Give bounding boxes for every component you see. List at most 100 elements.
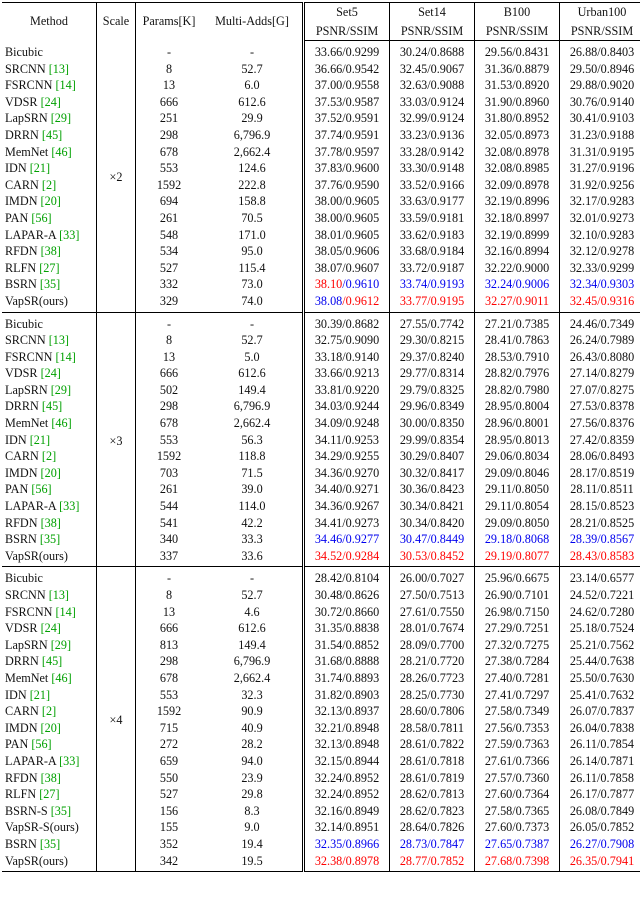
psnr-value: 28.95 [484,432,513,447]
separator: / [342,349,346,364]
method-cell: DRRN [45] [2,398,97,416]
separator: / [597,588,601,602]
citation-link[interactable]: [21] [29,161,51,176]
ssim-value: 0.9267 [345,499,380,514]
method-cell: Bicubic [2,40,97,61]
citation-link[interactable]: [38] [40,515,61,530]
method-name: DRRN [5,654,39,669]
separator: / [342,637,346,652]
citation-link[interactable]: [20] [40,720,61,735]
psnr-value: 32.99 [399,111,428,126]
citation-link[interactable]: [13] [48,588,69,602]
citation-link[interactable]: [13] [48,333,69,348]
psnr-value: 27.61 [399,604,428,619]
citation-link[interactable]: [14] [55,78,76,93]
psnr-ssim-cell: 26.35/0.7941 [559,852,640,872]
psnr-ssim-cell: 37.53/0.9587 [302,93,390,111]
table-row: IMDN [20] 715 40.9 32.21/0.8948 28.58/0.7811… [2,719,640,737]
citation-link[interactable]: [46] [51,144,72,159]
psnr-value: 29.37 [399,349,428,364]
psnr-ssim-cell: 33.52/0.9166 [389,176,475,194]
ssim-value: 0.8378 [600,399,635,414]
citation-link[interactable]: [45] [41,654,63,669]
citation-link[interactable]: [2] [41,449,57,464]
method-name: LAPAR-A [5,499,57,514]
method-cell: LAPAR-A [33] [2,498,97,515]
psnr-value: 26.98 [484,604,513,619]
citation-link[interactable]: [24] [40,94,61,109]
citation-link[interactable]: [20] [40,465,61,480]
citation-link[interactable]: [29] [50,637,72,652]
params-cell: 659 [159,753,179,768]
psnr-ssim-cell: 28.95/0.8004 [474,398,560,416]
citation-link[interactable]: [27] [39,260,60,275]
method-name: IMDN [5,465,38,480]
citation-link[interactable]: [14] [55,604,76,619]
ssim-value: 0.9183 [430,227,465,242]
citation-link[interactable]: [2] [41,177,57,192]
citation-link[interactable]: [56] [31,737,52,752]
citation-link[interactable]: [35] [39,836,61,851]
separator: / [427,588,431,602]
citation-link[interactable]: [2] [41,704,57,719]
multi-adds-cell: 6,796.9 [233,654,271,669]
method-name: FSRCNN [5,349,53,364]
ssim-value: 0.7723 [430,670,465,685]
table-row: BSRN-S [35] 156 8.3 32.16/0.8949 28.62/0.782… [2,802,640,820]
ssim-value: 0.8985 [515,161,550,176]
params-cell: 261 [159,210,179,225]
method-cell: FSRCNN [14] [2,77,97,94]
ssim-value: 0.8978 [345,853,380,868]
citation-link[interactable]: [27] [39,787,60,802]
citation-link[interactable]: [38] [40,770,61,785]
citation-link[interactable]: [46] [51,670,72,685]
separator: / [512,366,516,381]
citation-link[interactable]: [56] [31,482,52,497]
citation-link[interactable]: [33] [59,753,80,768]
citation-link[interactable]: [56] [31,210,52,225]
psnr-ssim-cell: 26.90/0.7101 [474,587,560,604]
method-name: VDSR [5,621,38,636]
psnr-value: 31.27 [569,161,598,176]
psnr-ssim-cell: 34.46/0.9277 [302,531,390,548]
citation-link[interactable]: [46] [51,416,72,431]
psnr-ssim-cell: 29.50/0.8946 [559,60,640,78]
psnr-ssim-cell: 32.12/0.9278 [559,243,640,260]
citation-link[interactable]: [29] [50,382,72,397]
psnr-value: 32.14 [314,820,343,835]
psnr-value: 29.96 [399,399,428,414]
citation-link[interactable]: [14] [55,349,76,364]
citation-link[interactable]: [24] [40,366,61,381]
citation-link[interactable]: [35] [39,532,61,547]
psnr-ssim-cell: 33.62/0.9183 [389,226,475,244]
ssim-value: 0.9590 [345,177,380,192]
citation-link[interactable]: [35] [50,803,72,818]
ssim-value: 0.8978 [515,177,550,192]
citation-link[interactable]: [33] [59,499,80,514]
separator: / [597,753,601,768]
method-name: LapSRN [5,382,48,397]
citation-link[interactable]: [45] [41,399,63,414]
separator: / [427,161,431,176]
citation-link[interactable]: [38] [40,244,61,259]
citation-link[interactable]: [24] [40,621,61,636]
ssim-value: 0.9188 [600,127,635,142]
citation-link[interactable]: [21] [29,687,51,702]
ssim-value: 0.7150 [515,604,550,619]
citation-link[interactable]: [29] [50,111,72,126]
psnr-value: 32.75 [314,333,343,348]
method-name: DRRN [5,399,39,414]
citation-link[interactable]: [20] [40,194,61,209]
params-cell: 261 [159,482,179,497]
psnr-value: 34.03 [314,399,343,414]
citation-link[interactable]: [33] [59,227,80,242]
separator: / [597,349,601,364]
psnr-ssim-cell: 29.11/0.8050 [474,481,560,499]
citation-link[interactable]: [35] [39,277,61,292]
separator: / [512,260,516,275]
citation-link[interactable]: [45] [41,127,63,142]
separator: / [597,465,601,480]
psnr-ssim-cell: 34.36/0.9270 [302,464,390,482]
citation-link[interactable]: [21] [29,432,51,447]
citation-link[interactable]: [13] [48,61,69,76]
